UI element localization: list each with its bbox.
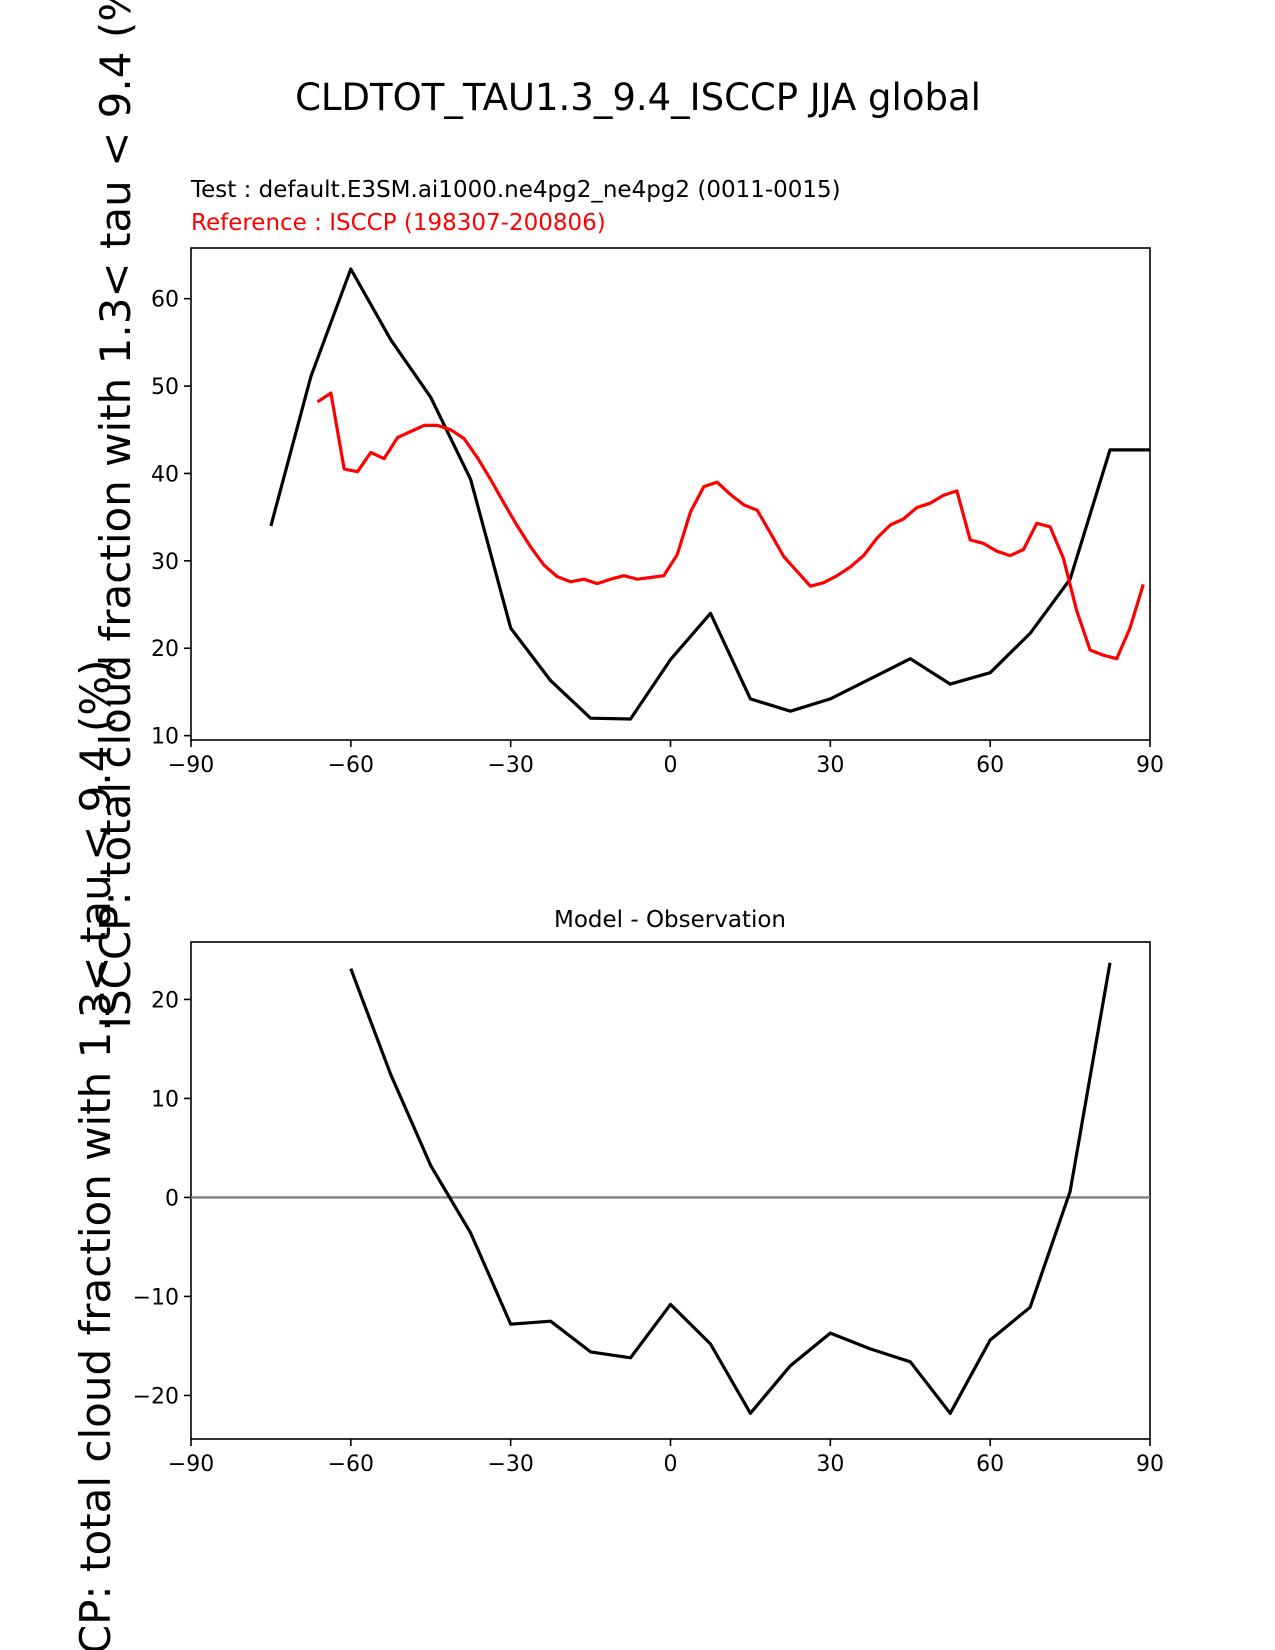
figure-title: CLDTOT_TAU1.3_9.4_ISCCP JJA global [295,76,981,119]
top-ytick-label: 20 [151,637,179,662]
bottom-xtick-label: −30 [487,1452,533,1477]
top-ticks-layer: −90 −60 −30 0 30 60 90 10 20 30 40 50 60 [151,288,1164,778]
bottom-series-model-observation [349,962,1112,1415]
diff-panel-title: Model - Observation [554,907,786,933]
top-ytick-label: 50 [151,375,179,400]
top-xtick-label: 0 [664,753,678,778]
bottom-xtick-label: 90 [1136,1452,1164,1477]
top-xtick-label: 90 [1136,753,1164,778]
bottom-ytick-label: −10 [133,1285,179,1310]
bottom-xtick-label: −60 [328,1452,374,1477]
bottom-ytick-label: 20 [151,988,179,1013]
top-ytick-label: 60 [151,288,179,313]
top-xtick-label: −60 [328,753,374,778]
top-ytick-label: 30 [151,550,179,575]
bottom-series-layer [191,962,1150,1415]
bottom-xtick-label: 0 [664,1452,678,1477]
difference-panel: −90 −60 −30 0 30 60 90 −20 −10 0 10 20 [133,941,1164,1477]
bottom-ticks-layer: −90 −60 −30 0 30 60 90 −20 −10 0 10 20 [133,988,1164,1477]
top-xtick-label: 30 [816,753,844,778]
bottom-xtick-label: −90 [168,1452,214,1477]
bottom-ytick-label: 0 [165,1186,179,1211]
bottom-xtick-label: 60 [976,1452,1004,1477]
test-label: Test : default.E3SM.ai1000.ne4pg2_ne4pg2… [190,177,841,203]
top-series-test [269,267,1150,721]
top-series-reference [316,391,1145,661]
top-xtick-label: −90 [168,753,214,778]
bottom-xtick-label: 30 [816,1452,844,1477]
top-series-layer [269,267,1150,721]
reference-label: Reference : ISCCP (198307-200806) [191,210,606,236]
bottom-panel-ylabel: ISCCP: total cloud fraction with 1.3< ta… [71,659,120,1650]
top-ytick-label: 40 [151,462,179,487]
top-xtick-label: 60 [976,753,1004,778]
zonal-mean-panel: −90 −60 −30 0 30 60 90 10 20 30 40 50 60 [151,247,1164,778]
top-panel-ylabel: ISCCP: total cloud fraction with 1.3< ta… [91,0,140,1029]
top-xtick-label: −30 [487,753,533,778]
top-ytick-label: 10 [151,725,179,750]
bottom-ytick-label: −20 [133,1384,179,1409]
bottom-ytick-label: 10 [151,1087,179,1112]
